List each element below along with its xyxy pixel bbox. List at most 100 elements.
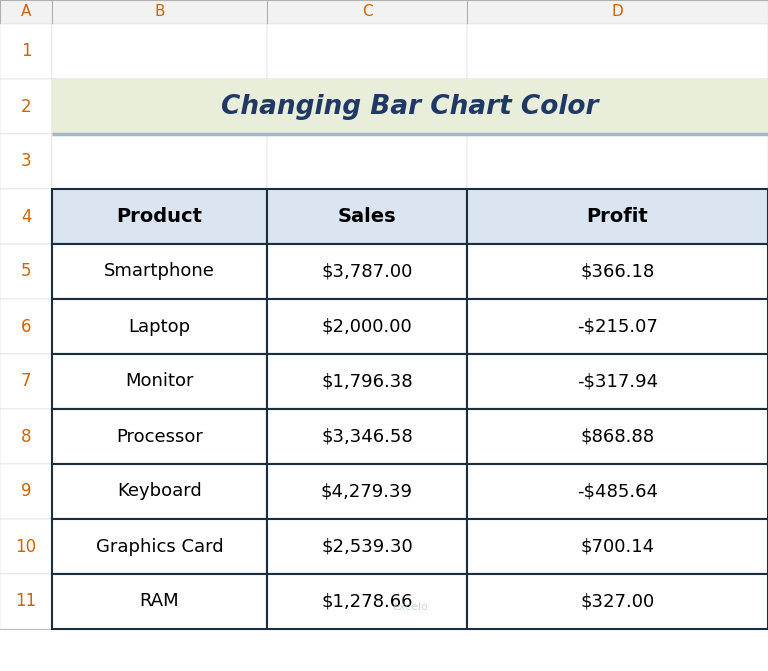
Text: 6: 6	[21, 317, 31, 336]
FancyBboxPatch shape	[267, 574, 467, 629]
FancyBboxPatch shape	[267, 464, 467, 519]
Text: -$317.94: -$317.94	[577, 372, 658, 391]
Text: $3,787.00: $3,787.00	[321, 262, 412, 280]
FancyBboxPatch shape	[267, 464, 467, 519]
Text: Profit: Profit	[587, 207, 648, 226]
FancyBboxPatch shape	[267, 574, 467, 629]
FancyBboxPatch shape	[0, 299, 52, 354]
Text: $327.00: $327.00	[581, 592, 654, 611]
FancyBboxPatch shape	[52, 79, 267, 134]
Text: Product: Product	[117, 207, 203, 226]
FancyBboxPatch shape	[0, 354, 52, 409]
FancyBboxPatch shape	[467, 0, 768, 24]
FancyBboxPatch shape	[467, 574, 768, 629]
FancyBboxPatch shape	[52, 134, 267, 189]
FancyBboxPatch shape	[267, 409, 467, 464]
FancyBboxPatch shape	[267, 354, 467, 409]
FancyBboxPatch shape	[467, 409, 768, 464]
Text: $3,346.58: $3,346.58	[321, 427, 413, 446]
FancyBboxPatch shape	[52, 574, 267, 629]
FancyBboxPatch shape	[52, 0, 267, 24]
Text: Laptop: Laptop	[128, 317, 190, 336]
FancyBboxPatch shape	[267, 519, 467, 574]
Text: 7: 7	[21, 372, 31, 391]
Text: 11: 11	[15, 592, 37, 611]
FancyBboxPatch shape	[0, 134, 52, 189]
FancyBboxPatch shape	[0, 519, 52, 574]
FancyBboxPatch shape	[467, 519, 768, 574]
Text: 9: 9	[21, 482, 31, 501]
FancyBboxPatch shape	[52, 464, 267, 519]
Text: $2,539.30: $2,539.30	[321, 537, 413, 556]
FancyBboxPatch shape	[52, 354, 267, 409]
FancyBboxPatch shape	[52, 244, 267, 299]
FancyBboxPatch shape	[267, 189, 467, 244]
Text: B: B	[154, 5, 165, 19]
FancyBboxPatch shape	[52, 299, 267, 354]
Text: Keyboard: Keyboard	[118, 482, 202, 501]
FancyBboxPatch shape	[52, 24, 267, 79]
Text: 8: 8	[21, 427, 31, 446]
FancyBboxPatch shape	[267, 79, 467, 134]
Text: -$485.64: -$485.64	[577, 482, 658, 501]
FancyBboxPatch shape	[0, 134, 52, 189]
FancyBboxPatch shape	[267, 519, 467, 574]
FancyBboxPatch shape	[467, 244, 768, 299]
Text: 5: 5	[21, 262, 31, 280]
FancyBboxPatch shape	[0, 519, 52, 574]
FancyBboxPatch shape	[267, 24, 467, 79]
Text: Graphics Card: Graphics Card	[96, 537, 223, 556]
FancyBboxPatch shape	[0, 409, 52, 464]
Text: Sales: Sales	[338, 207, 396, 226]
Text: $1,278.66: $1,278.66	[321, 592, 412, 611]
FancyBboxPatch shape	[52, 409, 267, 464]
Text: $1,796.38: $1,796.38	[321, 372, 413, 391]
FancyBboxPatch shape	[52, 299, 267, 354]
FancyBboxPatch shape	[0, 0, 52, 24]
FancyBboxPatch shape	[467, 134, 768, 189]
FancyBboxPatch shape	[467, 189, 768, 244]
FancyBboxPatch shape	[52, 354, 267, 409]
Text: excelo: excelo	[392, 602, 428, 612]
Text: Monitor: Monitor	[125, 372, 194, 391]
FancyBboxPatch shape	[267, 134, 467, 189]
FancyBboxPatch shape	[0, 409, 52, 464]
Text: Changing Bar Chart Color: Changing Bar Chart Color	[221, 93, 599, 119]
FancyBboxPatch shape	[467, 519, 768, 574]
FancyBboxPatch shape	[0, 79, 52, 134]
FancyBboxPatch shape	[467, 244, 768, 299]
Text: Smartphone: Smartphone	[104, 262, 215, 280]
FancyBboxPatch shape	[467, 189, 768, 244]
FancyBboxPatch shape	[0, 0, 52, 24]
Text: 2: 2	[21, 97, 31, 115]
FancyBboxPatch shape	[0, 464, 52, 519]
FancyBboxPatch shape	[52, 519, 267, 574]
FancyBboxPatch shape	[52, 574, 267, 629]
FancyBboxPatch shape	[0, 189, 52, 244]
FancyBboxPatch shape	[52, 244, 267, 299]
FancyBboxPatch shape	[467, 574, 768, 629]
FancyBboxPatch shape	[0, 79, 52, 134]
FancyBboxPatch shape	[267, 244, 467, 299]
FancyBboxPatch shape	[52, 79, 768, 134]
Text: 1: 1	[21, 42, 31, 60]
Polygon shape	[3, 3, 49, 21]
Text: A: A	[21, 5, 31, 19]
FancyBboxPatch shape	[467, 464, 768, 519]
FancyBboxPatch shape	[467, 24, 768, 79]
FancyBboxPatch shape	[0, 354, 52, 409]
FancyBboxPatch shape	[0, 24, 52, 79]
FancyBboxPatch shape	[267, 409, 467, 464]
Text: D: D	[611, 5, 624, 19]
FancyBboxPatch shape	[0, 299, 52, 354]
Text: C: C	[362, 5, 372, 19]
Text: 3: 3	[21, 152, 31, 170]
FancyBboxPatch shape	[267, 299, 467, 354]
FancyBboxPatch shape	[267, 354, 467, 409]
Text: 10: 10	[15, 537, 37, 556]
FancyBboxPatch shape	[52, 519, 267, 574]
FancyBboxPatch shape	[52, 189, 267, 244]
FancyBboxPatch shape	[267, 244, 467, 299]
FancyBboxPatch shape	[0, 244, 52, 299]
FancyBboxPatch shape	[52, 409, 267, 464]
